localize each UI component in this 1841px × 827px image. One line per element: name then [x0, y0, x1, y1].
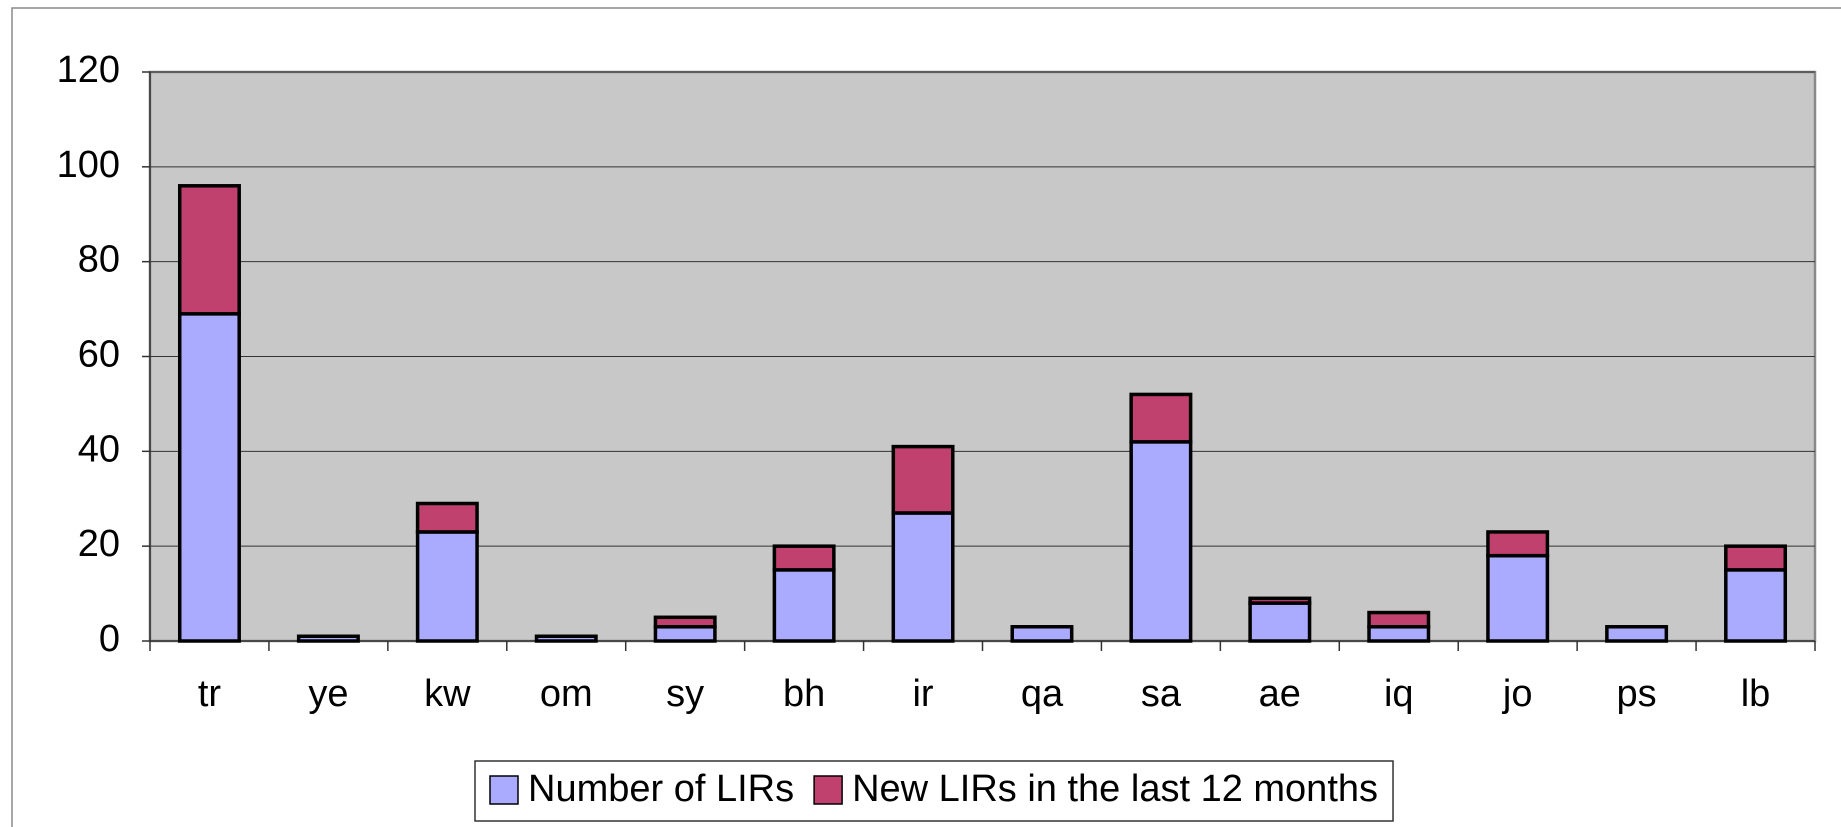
y-tick-label: 0 — [99, 618, 120, 660]
bar-segment — [1367, 625, 1431, 643]
bar-segment — [1010, 625, 1074, 643]
x-tick-label: sa — [1141, 673, 1182, 715]
bar-segment — [1486, 530, 1550, 558]
x-tick-label: iq — [1384, 673, 1414, 715]
x-tick-label: om — [540, 673, 593, 715]
bar-segment — [296, 634, 360, 643]
bar-segment — [1248, 596, 1312, 605]
x-tick-label: ps — [1617, 673, 1657, 715]
x-tick-label: ir — [912, 673, 933, 715]
x-tick-label: jo — [1502, 673, 1533, 715]
x-tick-label: sy — [666, 673, 704, 715]
x-tick-label: ye — [308, 673, 348, 715]
bar-segment — [891, 444, 955, 515]
bar-segment — [534, 634, 598, 643]
x-tick-label: tr — [198, 673, 222, 715]
bar-segment — [415, 530, 479, 643]
bar-segment — [1367, 610, 1431, 629]
x-tick-label: bh — [783, 673, 825, 715]
x-tick-label: lb — [1741, 673, 1771, 715]
y-tick-label: 100 — [57, 144, 120, 186]
bar-segment — [1129, 392, 1193, 444]
y-tick-label: 80 — [78, 239, 120, 281]
legend-label: New LIRs in the last 12 months — [852, 768, 1378, 810]
bar-segment — [415, 501, 479, 534]
bar-segment — [653, 625, 717, 643]
bar-segment — [653, 615, 717, 629]
bar-segment — [772, 568, 836, 643]
bar-segment — [1248, 601, 1312, 643]
bar-segment — [177, 312, 241, 643]
bar-segment — [772, 544, 836, 572]
x-tick-label: kw — [424, 673, 471, 715]
x-tick-label: qa — [1021, 673, 1064, 715]
bar-segment — [1486, 553, 1550, 643]
x-tick-label: ae — [1259, 673, 1301, 715]
legend — [474, 760, 1394, 822]
bar-segment — [1724, 568, 1788, 643]
legend-swatch — [813, 775, 843, 805]
legend-label: Number of LIRs — [528, 768, 794, 810]
y-tick-label: 40 — [78, 428, 120, 470]
legend-swatch — [489, 775, 519, 805]
y-tick-label: 20 — [78, 523, 120, 565]
bar-segment — [1129, 440, 1193, 643]
bar-segment — [177, 184, 241, 316]
y-tick-label: 60 — [78, 334, 120, 376]
bar-segment — [891, 511, 955, 643]
bar-segment — [1724, 544, 1788, 572]
bar-segment — [1605, 625, 1669, 643]
y-tick-label: 120 — [57, 49, 120, 91]
